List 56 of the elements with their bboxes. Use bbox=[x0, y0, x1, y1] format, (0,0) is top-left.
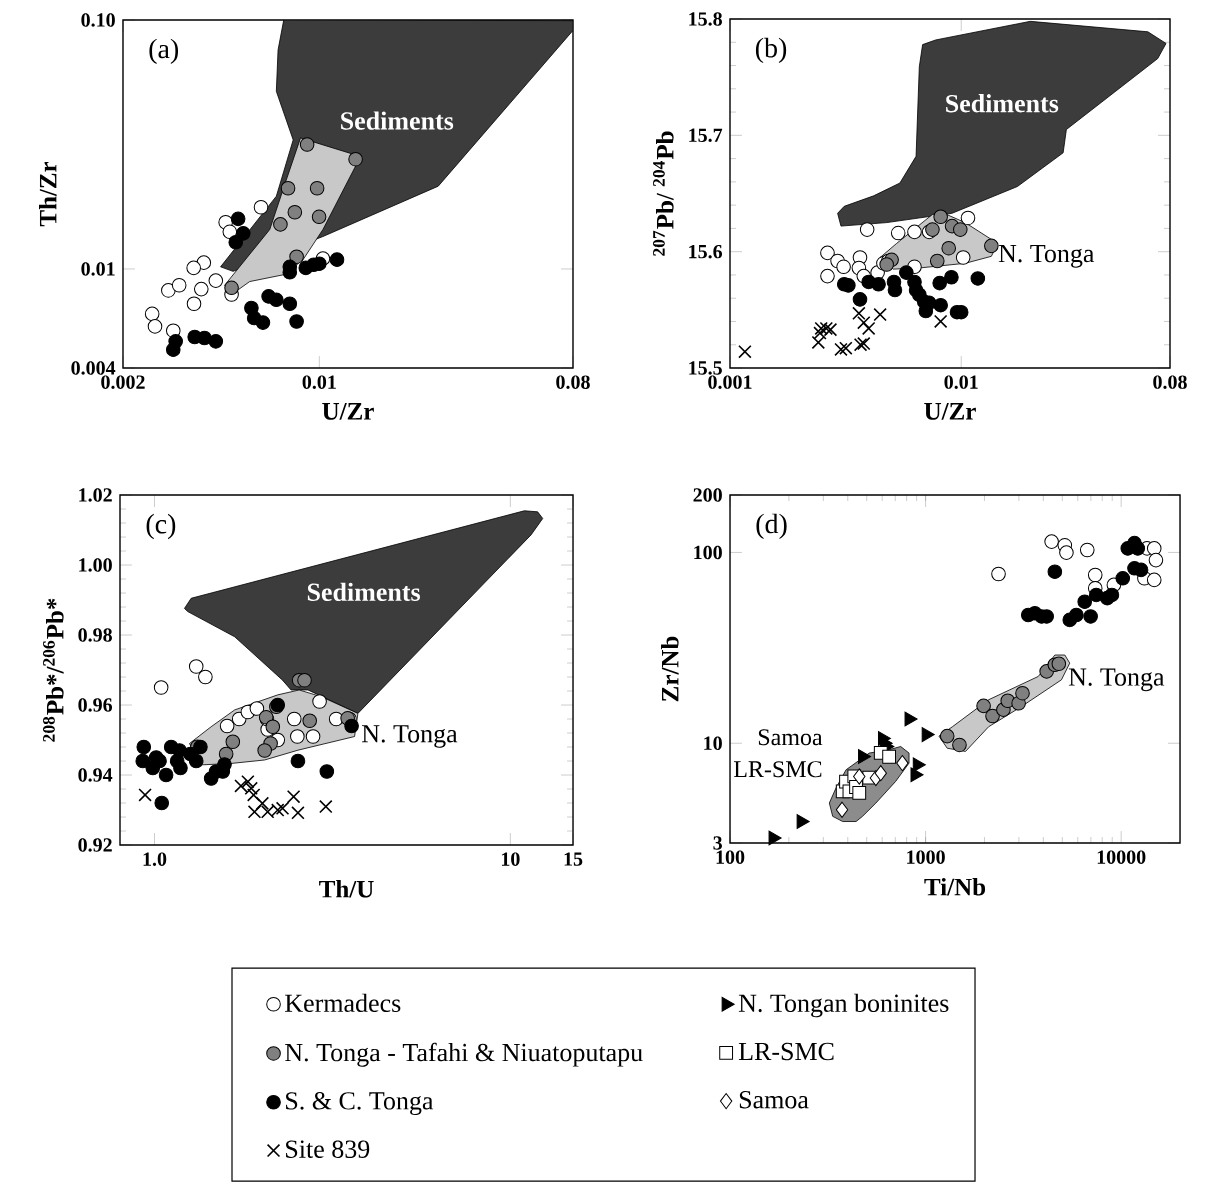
x-axis-title: Th/U bbox=[319, 880, 374, 898]
y-tick-label: 0.01 bbox=[81, 262, 115, 276]
y-axis-title: Th/Zr bbox=[39, 161, 57, 227]
annotation: Samoa bbox=[758, 729, 823, 746]
y-axis-title: $^{208}$Pb*/$^{206}$Pb* bbox=[43, 598, 64, 742]
x-tick-label: 10 bbox=[501, 852, 520, 866]
y-tick-label: 0.96 bbox=[78, 698, 113, 712]
x-axis-title: Ti/Nb bbox=[924, 877, 986, 896]
y-tick-label: 100 bbox=[694, 545, 722, 560]
series-label: Sediments bbox=[341, 111, 454, 130]
series-label: N. Tonga bbox=[362, 725, 458, 748]
x-axis-title: U/Zr bbox=[322, 403, 374, 420]
x-axis-title: U/Zr bbox=[924, 403, 976, 420]
y-tick-label: 0.10 bbox=[81, 13, 115, 27]
y-tick-label: 15.7 bbox=[689, 128, 723, 143]
y-tick-label: 0.98 bbox=[78, 628, 112, 642]
y-tick-label: 0.94 bbox=[78, 768, 113, 782]
annotation: (d) bbox=[756, 513, 787, 540]
y-tick-label: 10 bbox=[704, 736, 722, 750]
legend-label: N. Tongan boninites bbox=[738, 993, 949, 1018]
y-tick-label: 15.6 bbox=[689, 244, 723, 259]
x-tick-label: 1000 bbox=[907, 850, 945, 864]
x-tick-label: 0.002 bbox=[101, 375, 145, 389]
y-tick-label: 1.02 bbox=[79, 488, 112, 502]
x-tick-label: 0.08 bbox=[1153, 375, 1187, 389]
annotation: (a) bbox=[149, 38, 179, 65]
x-tick-label: 0.01 bbox=[944, 375, 978, 389]
y-axis-title: $^{207}$Pb/ $^{204}$Pb bbox=[653, 131, 674, 256]
x-tick-label: 100 bbox=[716, 850, 745, 864]
series-label: N. Tonga bbox=[998, 245, 1095, 268]
legend-label: Kermadecs bbox=[285, 993, 401, 1013]
legend-label: N. Tonga - Tafahi & Niuatoputapu bbox=[285, 1042, 643, 1067]
y-tick-label: 0.92 bbox=[78, 838, 112, 852]
y-tick-label: 15.8 bbox=[689, 12, 722, 26]
series-label: Sediments bbox=[946, 94, 1059, 113]
series-label: N. Tonga bbox=[1068, 668, 1165, 692]
series-label: Sediments bbox=[307, 582, 420, 601]
y-tick-label: 15.5 bbox=[689, 361, 722, 375]
x-tick-label: 1.0 bbox=[143, 852, 167, 866]
annotation: (c) bbox=[146, 513, 176, 540]
x-tick-label: 15 bbox=[564, 852, 583, 866]
y-tick-label: 0.004 bbox=[71, 361, 116, 375]
x-tick-label: 0.01 bbox=[302, 375, 336, 389]
y-tick-label: 200 bbox=[693, 488, 722, 502]
x-tick-label: 10000 bbox=[1097, 850, 1146, 864]
annotation: (b) bbox=[755, 37, 787, 64]
legend-label: Site 839 bbox=[286, 1140, 370, 1158]
legend-label: S. & C. Tonga bbox=[286, 1092, 434, 1115]
y-tick-label: 1.00 bbox=[79, 558, 112, 572]
legend-label: Samoa bbox=[739, 1090, 809, 1109]
legend-label: LR-SMC bbox=[738, 1042, 834, 1061]
annotation: LR-SMC bbox=[733, 761, 822, 778]
y-axis-title: Zr/Nb bbox=[661, 636, 679, 702]
x-tick-label: 0.001 bbox=[708, 375, 752, 389]
y-tick-label: 3 bbox=[713, 836, 722, 850]
x-tick-label: 0.08 bbox=[556, 375, 590, 389]
